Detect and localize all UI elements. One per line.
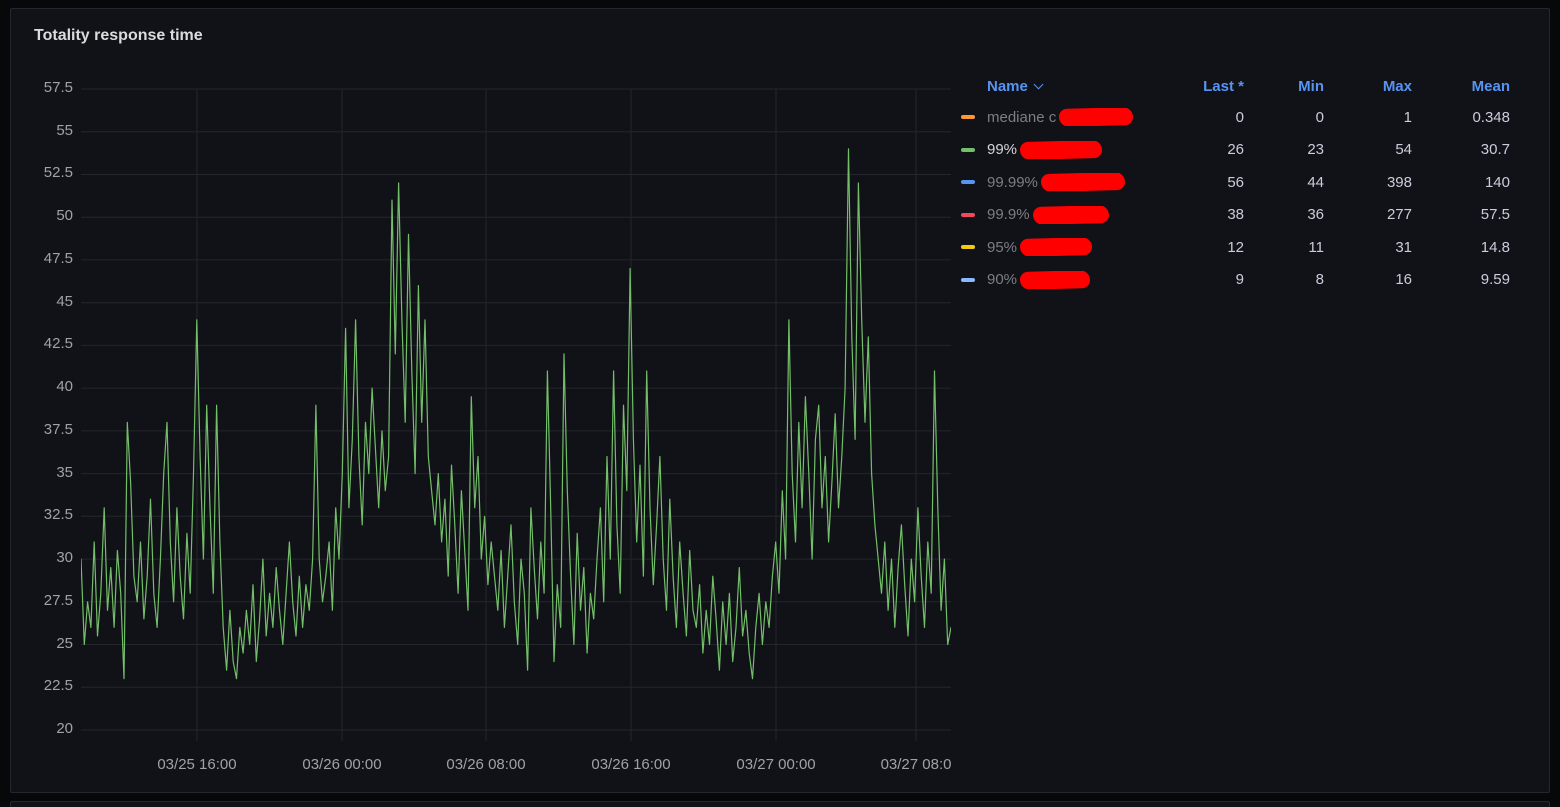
time-series-plot[interactable] [81, 81, 951, 757]
y-axis-tick-label: 22.5 [43, 677, 73, 695]
y-axis-tick-label: 52.5 [43, 164, 73, 182]
series-name-label: 90% [987, 271, 1018, 289]
legend-row[interactable]: 95% 12 11 31 14.8 [961, 231, 1536, 264]
y-axis-tick-label: 47.5 [43, 249, 73, 267]
series-name[interactable]: 99% [987, 140, 1156, 159]
legend-value-min: 36 [1307, 206, 1324, 224]
legend-value-last: 26 [1227, 141, 1244, 159]
series-color-marker-icon [961, 147, 975, 152]
series-name-label: 99.99% [987, 173, 1038, 191]
y-axis-tick-label: 35 [56, 463, 73, 481]
legend-header-mean[interactable]: Mean [1471, 77, 1510, 95]
panel-title[interactable]: Totality response time [34, 27, 203, 44]
legend-value-last: 9 [1235, 271, 1244, 289]
legend-row[interactable]: 99% 26 23 54 30.7 [961, 134, 1536, 167]
series-color-marker-icon [961, 115, 975, 120]
redaction-blob [1032, 205, 1109, 224]
legend-table: Name Last * Min Max Mean mediane c 0 0 1 0.3… [961, 71, 1536, 296]
legend-row[interactable]: 90% 9 8 16 9.59 [961, 264, 1536, 297]
legend-value-min: 44 [1307, 173, 1324, 191]
series-name-label: 99% [987, 141, 1018, 159]
y-axis-tick-label: 25 [56, 634, 73, 652]
legend-header-row: Name Last * Min Max Mean [961, 71, 1536, 101]
y-axis-tick-label: 50 [56, 207, 73, 225]
next-panel-edge [10, 801, 1550, 807]
legend-value-mean: 0.348 [1472, 108, 1510, 126]
series-name[interactable]: 99.99% [987, 173, 1156, 192]
legend-header-name[interactable]: Name [987, 78, 1156, 95]
x-axis-tick-label: 03/25 16:00 [157, 756, 237, 773]
redaction-blob [1019, 140, 1103, 159]
series-color-marker-icon [961, 245, 975, 250]
legend-header-last[interactable]: Last * [1203, 77, 1244, 95]
x-axis-tick-label: 03/26 00:00 [302, 756, 382, 773]
legend-value-mean: 57.5 [1480, 206, 1510, 224]
legend-value-min: 8 [1315, 271, 1324, 289]
legend-value-mean: 14.8 [1480, 238, 1510, 256]
legend-value-min: 0 [1315, 108, 1324, 126]
legend-header-max[interactable]: Max [1382, 77, 1412, 95]
legend-header-name-label: Name [987, 77, 1028, 95]
legend-value-last: 38 [1227, 206, 1244, 224]
y-axis-tick-label: 37.5 [43, 420, 73, 438]
legend-value-last: 0 [1235, 108, 1244, 126]
line-chart-svg [81, 88, 951, 741]
series-color-marker-icon [961, 277, 975, 282]
legend-row[interactable]: mediane c 0 0 1 0.348 [961, 101, 1536, 134]
legend-value-last: 56 [1227, 173, 1244, 191]
x-axis-tick-label: 03/27 08:0 [880, 756, 952, 773]
redaction-blob [1019, 270, 1091, 289]
y-axis-tick-label: 55 [56, 121, 73, 139]
legend-value-max: 277 [1386, 206, 1412, 224]
x-axis-tick-label: 03/26 08:00 [446, 756, 526, 773]
legend-value-max: 16 [1395, 271, 1412, 289]
y-axis-tick-label: 42.5 [43, 335, 73, 353]
legend-value-last: 12 [1227, 238, 1244, 256]
series-color-marker-icon [961, 180, 975, 185]
legend-value-mean: 9.59 [1480, 271, 1510, 289]
redaction-blob [1058, 108, 1134, 127]
series-name-label: 95% [987, 238, 1018, 256]
legend-value-min: 23 [1307, 141, 1324, 159]
series-name[interactable]: 99.9% [987, 205, 1156, 224]
y-axis-tick-label: 45 [56, 292, 73, 310]
legend-value-min: 11 [1308, 238, 1324, 256]
legend-value-mean: 30.7 [1480, 141, 1510, 159]
redaction-blob [1040, 173, 1126, 192]
y-axis-tick-label: 32.5 [43, 506, 73, 524]
y-axis-tick-label: 27.5 [43, 591, 73, 609]
x-axis: 03/25 16:00 03/26 00:00 03/26 08:00 03/26 1… [81, 756, 951, 778]
series-name-label: 99.9% [987, 206, 1030, 224]
series-name[interactable]: mediane c [987, 108, 1156, 127]
redaction-blob [1019, 238, 1093, 257]
legend-header-min[interactable]: Min [1298, 77, 1324, 95]
y-axis-tick-label: 57.5 [43, 79, 73, 96]
legend-value-max: 398 [1386, 173, 1412, 191]
y-axis-tick-label: 30 [56, 549, 73, 567]
series-name-label: mediane c [987, 108, 1057, 126]
legend-value-max: 31 [1395, 238, 1412, 256]
x-axis-tick-label: 03/27 00:00 [736, 756, 816, 773]
legend-value-max: 54 [1395, 141, 1412, 159]
chevron-down-icon [1033, 79, 1044, 90]
series-color-marker-icon [961, 212, 975, 217]
legend-row[interactable]: 99.99% 56 44 398 140 [961, 166, 1536, 199]
legend-marker-spacer [961, 84, 975, 88]
series-name[interactable]: 90% [987, 270, 1156, 289]
series-name[interactable]: 95% [987, 238, 1156, 257]
y-axis-tick-label: 40 [56, 378, 73, 396]
legend-row[interactable]: 99.9% 38 36 277 57.5 [961, 199, 1536, 232]
x-axis-tick-label: 03/26 16:00 [591, 756, 671, 773]
y-axis: 57.5 55 52.5 50 47.5 45 42.5 40 37.5 35 32.5 30 27.5… [11, 79, 73, 757]
legend-value-mean: 140 [1484, 173, 1510, 191]
y-axis-tick-label: 20 [56, 720, 73, 737]
legend-value-max: 1 [1403, 108, 1412, 126]
panel-totality-response-time: Totality response time 57.5 55 52.5 50 47.5 4… [10, 8, 1550, 793]
